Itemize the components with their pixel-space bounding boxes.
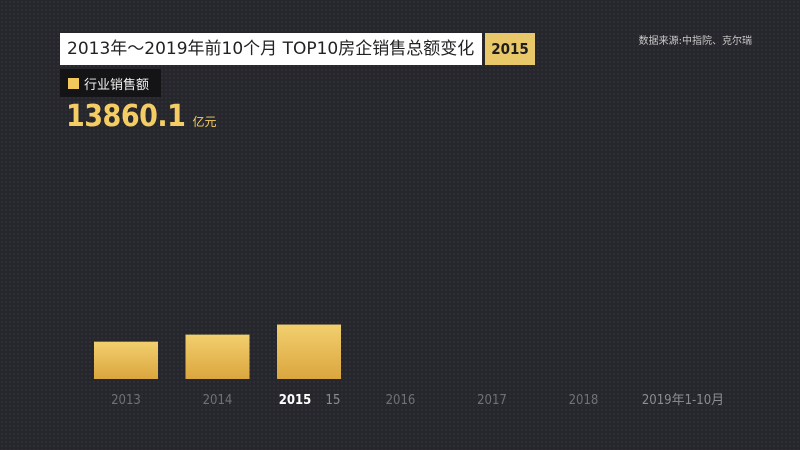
- x-tick-label: 2015: [279, 393, 312, 408]
- x-tick-label: 2013: [111, 393, 141, 408]
- chart-title-bar: 2013年～2019年前10个月 TOP10房企销售总额变化 2015: [60, 33, 535, 65]
- legend: 行业销售额: [60, 69, 162, 97]
- chart-title: 2013年～2019年前10个月 TOP10房企销售总额变化: [60, 33, 483, 65]
- total-readout: 13860.1 亿元: [66, 99, 216, 134]
- x-tick-label: 2017: [477, 393, 507, 408]
- x-tick-label: 2014: [203, 393, 233, 408]
- total-value: 13860.1: [66, 99, 186, 134]
- x-tick-label: 2018: [569, 393, 599, 408]
- x-tick-label-suffix: 15: [326, 393, 341, 408]
- legend-swatch: [68, 77, 79, 89]
- bar-2015: [277, 324, 341, 379]
- x-tick-label: 2016: [386, 393, 416, 408]
- current-year-badge: 2015: [485, 33, 535, 65]
- data-source: 数据来源:中指院、克尔瑞: [638, 36, 752, 47]
- legend-label: 行业销售额: [84, 77, 150, 93]
- bar-2013: [94, 341, 158, 379]
- total-unit: 亿元: [192, 115, 217, 129]
- bar-2014: [185, 334, 250, 379]
- x-tick-label: 2019年1-10月: [642, 393, 724, 408]
